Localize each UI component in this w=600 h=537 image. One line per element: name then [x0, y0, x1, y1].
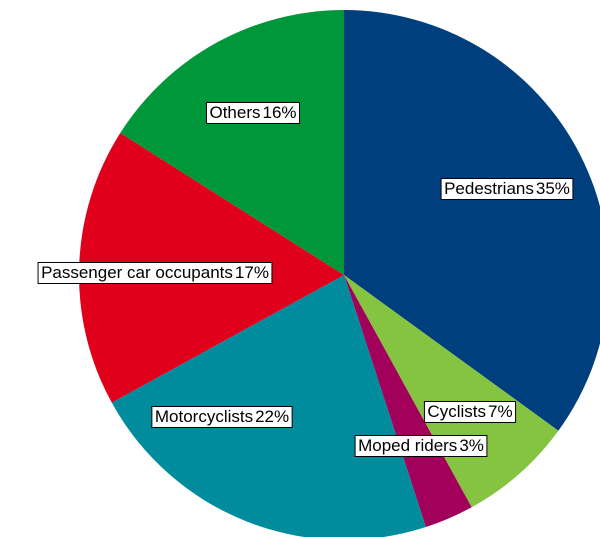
category-name: Moped riders — [358, 436, 457, 455]
value-label: 17% — [235, 263, 269, 282]
value-label: 16% — [263, 103, 297, 122]
category-name: Cyclists — [427, 402, 486, 421]
slice-label: Moped riders 3% — [354, 434, 488, 457]
pie-slice — [120, 10, 344, 275]
slice-label: Passenger car occupants 17% — [37, 261, 273, 284]
slice-label: Others 16% — [205, 101, 301, 124]
label-text: Motorcyclists 22% — [155, 407, 289, 426]
category-name: Others — [209, 103, 260, 122]
pie-slice — [344, 275, 559, 508]
label-box — [205, 101, 301, 124]
label-box — [440, 177, 574, 200]
label-text: Others 16% — [209, 103, 296, 122]
category-name: Motorcyclists — [155, 407, 253, 426]
label-text: Passenger car occupants 17% — [41, 263, 269, 282]
slice-label: Pedestrians 35% — [440, 177, 574, 200]
label-box — [37, 261, 273, 284]
value-label: 35% — [536, 179, 570, 198]
label-text: Cyclists 7% — [427, 402, 512, 421]
value-label: 3% — [459, 436, 484, 455]
slice-label: Cyclists 7% — [423, 400, 517, 423]
label-text: Pedestrians 35% — [444, 179, 570, 198]
slice-label: Motorcyclists 22% — [151, 405, 293, 428]
label-box — [151, 405, 293, 428]
category-name: Pedestrians — [444, 179, 534, 198]
pie-slice — [344, 10, 600, 431]
pie-slice — [344, 275, 472, 528]
label-box — [423, 400, 517, 423]
value-label: 22% — [255, 407, 289, 426]
label-box — [354, 434, 488, 457]
value-label: 7% — [488, 402, 513, 421]
category-name: Passenger car occupants — [41, 263, 233, 282]
label-text: Moped riders 3% — [358, 436, 484, 455]
